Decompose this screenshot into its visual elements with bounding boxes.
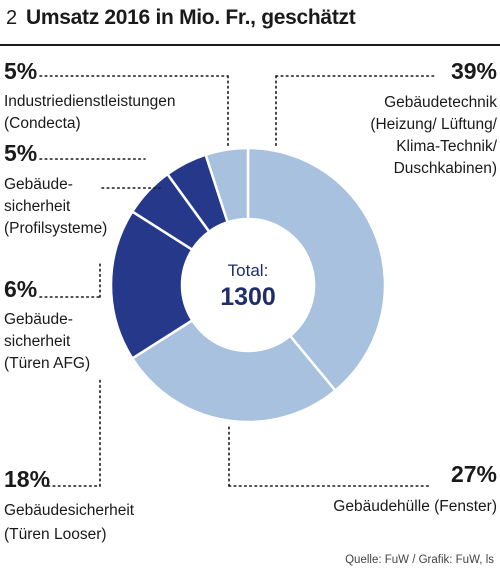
slice-label-4-line-3: (Türen AFG)	[4, 355, 90, 372]
slice-label-6-line-2: (Condecta)	[4, 115, 81, 132]
leader-lines	[39, 75, 437, 487]
title-rule	[0, 44, 500, 46]
slice-percent-1: 39%	[451, 58, 497, 84]
slice-percent-3: 18%	[4, 466, 50, 492]
slice-label-3-line-1: Gebäudesicherheit	[4, 502, 135, 519]
donut-slice-1	[246, 146, 387, 393]
slice-label-1-line-3: Klima-Technik/	[396, 138, 497, 155]
chart-title: Umsatz 2016 in Mio. Fr., geschätzt	[26, 6, 356, 29]
source-note: Quelle: FuW / Grafik: FuW, ls	[345, 554, 494, 566]
donut-slice-2	[130, 318, 338, 424]
chart-number: 2	[6, 7, 18, 29]
slice-label-5-line-2: sicherheit	[4, 198, 71, 215]
donut-slice-6	[204, 146, 250, 224]
total-value: 1300	[220, 283, 276, 311]
slice-percent-2: 27%	[451, 461, 497, 487]
slice-label-6-line-1: Industriedienstleistungen	[4, 93, 175, 110]
slice-label-1-line-4: Duschkabinen)	[394, 160, 497, 177]
slice-label-4-line-1: Gebäude-	[4, 311, 73, 328]
slice-label-2-line-1: Gebäudehülle (Fenster)	[333, 498, 497, 515]
slice-label-1-line-1: Gebäudetechnik	[384, 94, 497, 111]
slice-label-3-line-2: (Türen Looser)	[4, 526, 107, 543]
total-label: Total:	[228, 261, 269, 280]
donut-slices	[109, 146, 387, 424]
slice-label-5-line-3: (Profilsysteme)	[4, 220, 107, 237]
slice-label-5-line-1: Gebäude-	[4, 176, 73, 193]
chart-header: 2 Umsatz 2016 in Mio. Fr., geschätzt	[0, 0, 500, 40]
slice-percent-6: 5%	[4, 58, 37, 84]
slice-label-1-line-2: (Heizung/ Lüftung/	[370, 116, 497, 133]
slice-labels: 39% Gebäudetechnik (Heizung/ Lüftung/Klima…	[4, 58, 498, 543]
slice-label-4-line-2: sicherheit	[4, 333, 71, 350]
slice-percent-5: 5%	[4, 140, 37, 166]
slice-percent-4: 6%	[4, 276, 37, 302]
